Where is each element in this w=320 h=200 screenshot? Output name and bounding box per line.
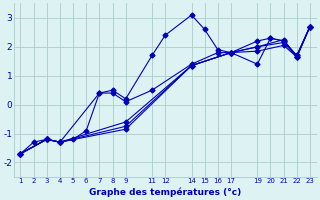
X-axis label: Graphe des températures (°c): Graphe des températures (°c) <box>89 187 241 197</box>
